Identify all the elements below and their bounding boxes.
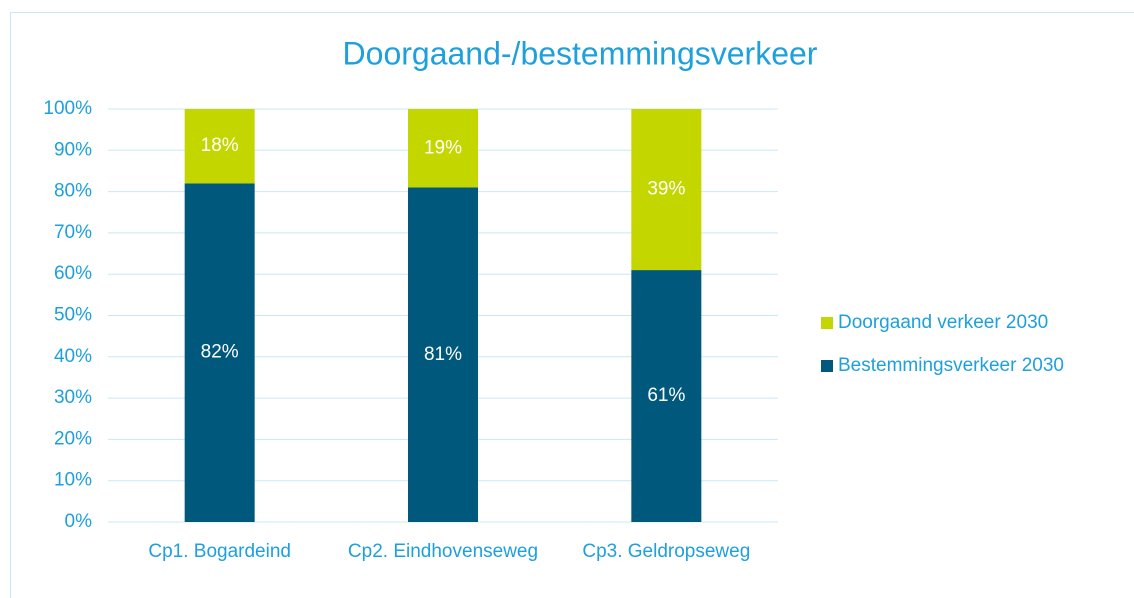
bar-segment bbox=[184, 183, 255, 522]
data-label: 19% bbox=[424, 137, 462, 158]
chart-title: Doorgaand-/bestemmingsverkeer bbox=[343, 35, 818, 71]
y-tick-label: 20% bbox=[54, 428, 92, 449]
y-tick-label: 80% bbox=[54, 181, 92, 202]
y-tick-label: 100% bbox=[43, 98, 92, 119]
data-label: 82% bbox=[201, 342, 239, 363]
chart-border bbox=[10, 12, 1134, 598]
bar-segment bbox=[631, 270, 702, 522]
x-tick-label: Cp1. Bogardeind bbox=[148, 541, 291, 562]
y-tick-label: 60% bbox=[54, 263, 92, 284]
data-label: 18% bbox=[201, 135, 239, 156]
y-tick-label: 10% bbox=[54, 470, 92, 491]
y-tick-label: 40% bbox=[54, 346, 92, 367]
y-tick-label: 90% bbox=[54, 139, 92, 160]
data-label: 39% bbox=[647, 179, 685, 200]
legend-label: Doorgaand verkeer 2030 bbox=[838, 312, 1048, 333]
x-tick-label: Cp3. Geldropseweg bbox=[582, 541, 750, 562]
x-tick-label: Cp2. Eindhovenseweg bbox=[348, 541, 538, 562]
legend-label: Bestemmingsverkeer 2030 bbox=[838, 355, 1064, 376]
data-label: 81% bbox=[424, 344, 462, 365]
bar-segment bbox=[408, 187, 478, 522]
bar-segment bbox=[631, 109, 702, 271]
legend-swatch bbox=[821, 317, 833, 329]
y-tick-label: 0% bbox=[65, 511, 93, 532]
y-tick-label: 50% bbox=[54, 305, 92, 326]
data-label: 61% bbox=[647, 385, 685, 406]
legend-swatch bbox=[821, 360, 833, 372]
bar-segment bbox=[184, 109, 255, 184]
bar-segment bbox=[408, 109, 478, 188]
y-tick-label: 70% bbox=[54, 222, 92, 243]
y-tick-label: 30% bbox=[54, 387, 92, 408]
